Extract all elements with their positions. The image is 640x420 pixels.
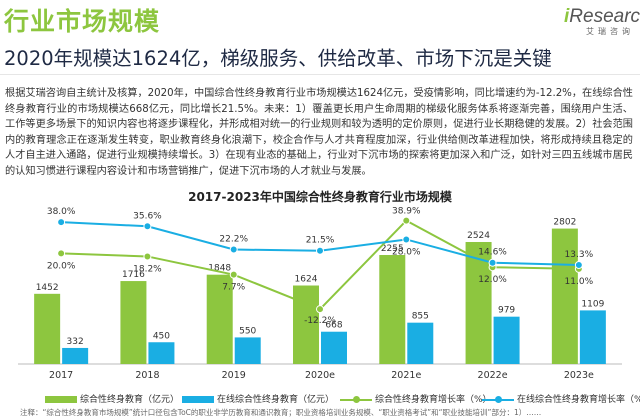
point-online-rate — [229, 245, 238, 254]
point-total-rate — [143, 252, 152, 261]
legend-item-s2: 在线综合性终身教育（亿元） — [182, 392, 334, 405]
bar-total — [551, 228, 578, 364]
point-online-rate — [316, 246, 324, 255]
footnote: 注释：“综合性终身教育市场规模”统计口径包含ToC的职业非学历教育和通识教育；职… — [20, 408, 542, 417]
rate-label-online: 21.5% — [306, 236, 335, 246]
rate-label-online: 38.0% — [47, 207, 76, 217]
bar-total — [293, 285, 319, 364]
bar-online — [321, 331, 347, 364]
bar-label-total: 2255 — [381, 244, 404, 254]
rate-label-total: 12.0% — [478, 275, 507, 285]
point-online-rate — [488, 258, 497, 267]
legend-label-s3: 综合性终身教育增长率（%） — [375, 395, 492, 405]
bar-online — [407, 322, 434, 364]
legend-swatch-s4 — [482, 395, 514, 403]
logo-text: Research — [569, 6, 640, 27]
page-subtitle: 2020年规模达1624亿，梯级服务、供给改革、市场下沉是关键 — [4, 47, 552, 70]
bar-label-online: 450 — [153, 331, 170, 341]
point-online-rate — [143, 222, 152, 231]
bar-online — [579, 310, 606, 364]
rate-label-online: 28.0% — [392, 247, 421, 257]
iresearch-logo: iResearch 艾瑞咨询 — [564, 6, 640, 40]
rate-label-total: 11.0% — [565, 277, 594, 287]
x-tick-label: 2020e — [305, 370, 335, 381]
legend-label-s2: 在线综合性终身教育（亿元） — [217, 395, 335, 405]
logo-subtext: 艾瑞咨询 — [586, 27, 634, 36]
legend-label-s1: 综合性终身教育（亿元） — [80, 395, 180, 405]
rate-label-total: 20.0% — [47, 261, 76, 271]
legend-item-s1: 综合性终身教育（亿元） — [45, 392, 179, 405]
bar-label-online: 979 — [498, 306, 515, 316]
bar-label-total: 2524 — [467, 231, 490, 241]
x-tick-label: 2017 — [49, 370, 73, 381]
bar-online — [62, 347, 89, 364]
x-tick-label: 2022e — [478, 370, 508, 381]
legend-swatch-s1 — [45, 396, 77, 403]
bar-total — [120, 281, 147, 364]
bar-label-total: 1624 — [295, 275, 318, 285]
body-paragraph: 根据艾瑞咨询自主统计及核算，2020年，中国综合性终身教育行业市场规模达1624… — [5, 88, 633, 177]
bar-label-online: 855 — [412, 312, 429, 322]
point-online-rate — [402, 235, 411, 244]
bar-label-online: 550 — [239, 326, 256, 336]
bar-online — [148, 342, 175, 364]
bar-online — [493, 316, 520, 364]
rate-label-online: 35.6% — [133, 211, 162, 221]
x-tick-label: 2023e — [564, 370, 594, 381]
bar-label-online: 332 — [67, 337, 84, 347]
rate-label-online: 14.6% — [478, 248, 507, 258]
rate-label-total: -12.2% — [304, 316, 336, 326]
legend-label-s4: 在线综合性终身教育增长率（%） — [517, 395, 640, 405]
bar-label-total: 1716 — [122, 270, 145, 280]
x-tick-label: 2019 — [222, 370, 246, 381]
chart-title: 2017-2023年中国综合性终身教育行业市场规模 — [188, 190, 452, 204]
bar-label-total: 1848 — [208, 264, 231, 274]
logo-mark: iResearch — [564, 6, 640, 28]
rate-label-total: 7.7% — [222, 283, 245, 293]
legend-item-s4: 在线综合性终身教育增长率（%） — [482, 392, 640, 405]
bar-total — [379, 255, 406, 364]
bar-label-total: 1452 — [36, 283, 59, 293]
x-tick-label: 2018 — [135, 370, 159, 381]
rate-label-online: 13.3% — [565, 250, 594, 260]
bar-label-online: 1109 — [581, 299, 604, 309]
legend-item-s3: 综合性终身教育增长率（%） — [340, 392, 492, 405]
point-total-rate — [229, 270, 238, 279]
x-tick-label: 2021e — [391, 370, 421, 381]
legend-swatch-s2 — [182, 396, 214, 403]
rate-label-online: 22.2% — [219, 235, 248, 245]
chart-container: 2017-2023年中国综合性终身教育行业市场规模 1452 332 2017 171… — [0, 188, 640, 410]
bar-total — [206, 274, 233, 364]
point-online-rate — [574, 260, 583, 269]
page-title: 行业市场规模 — [4, 7, 161, 36]
logo-i-icon: i — [564, 6, 570, 27]
bar-online — [234, 337, 261, 364]
chart-legend: 综合性终身教育（亿元） 在线综合性终身教育（亿元） 综合性终身教育增长率（%） … — [0, 392, 640, 406]
legend-swatch-s3 — [340, 395, 372, 403]
point-total-rate — [402, 216, 411, 225]
point-online-rate — [57, 218, 66, 227]
rate-label-total: 38.9% — [392, 207, 421, 217]
bar-label-total: 2802 — [553, 218, 576, 228]
chart-svg: 1452 332 2017 1716 450 2018 1848 550 2019 1624 668… — [18, 207, 622, 381]
point-total-rate — [316, 305, 324, 314]
point-total-rate — [57, 249, 66, 258]
bar-total — [465, 242, 492, 364]
bar-label-online: 668 — [325, 321, 342, 331]
bar-total — [34, 293, 61, 364]
rate-label-total: 18.2% — [133, 264, 162, 274]
divider — [0, 74, 640, 75]
